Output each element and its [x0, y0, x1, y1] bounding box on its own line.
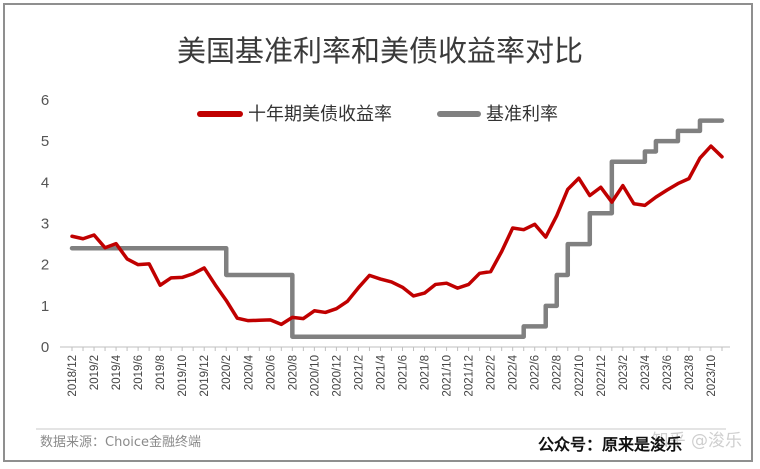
x-axis: 2018/12 2019/2 2019/4 2019/6 2019/8 2019/10 20…	[67, 347, 723, 397]
x-tick-label: 2023/8	[684, 355, 696, 390]
x-tick-label: 2021/12	[464, 355, 476, 397]
x-tick-label: 2020/4	[243, 354, 255, 390]
y-tick-label: 3	[41, 216, 49, 233]
x-tick-label: 2023/2	[618, 355, 630, 390]
x-tick-label: 2021/2	[353, 355, 365, 390]
x-tick-label: 2020/8	[287, 355, 299, 390]
y-tick-label: 0	[41, 339, 49, 356]
y-tick-label: 2	[41, 257, 49, 274]
wechat-account-label: 公众号：原来是浚乐	[538, 435, 682, 454]
legend-label-treasury-yield: 十年期美债收益率	[248, 104, 392, 125]
x-tick-label: 2022/2	[486, 355, 498, 390]
x-tick-label: 2019/4	[111, 354, 123, 390]
y-tick-label: 1	[41, 298, 49, 315]
y-axis: 0 1 2 3 4 5 6	[41, 92, 49, 356]
chart-frame	[3, 3, 753, 462]
x-tick-label: 2019/2	[89, 355, 101, 390]
x-tick-label: 2021/6	[398, 355, 410, 390]
x-tick-label: 2019/10	[177, 355, 189, 397]
y-tick-label: 4	[41, 174, 49, 191]
x-tick-label: 2020/6	[265, 355, 277, 390]
x-tick-label: 2018/12	[67, 355, 79, 397]
x-tick-label: 2020/10	[309, 355, 321, 397]
x-tick-label: 2020/2	[221, 355, 233, 390]
x-tick-label: 2022/4	[508, 354, 520, 390]
x-tick-label: 2021/4	[375, 354, 387, 390]
series-line-treasury-yield	[70, 144, 724, 327]
legend: 十年期美债收益率 基准利率	[197, 104, 558, 125]
y-tick-label: 6	[41, 92, 49, 109]
x-tick-label: 2023/6	[662, 355, 674, 390]
x-tick-label: 2022/10	[574, 355, 586, 397]
y-tick-label: 5	[41, 133, 49, 150]
x-tick-label: 2022/12	[596, 355, 608, 397]
x-tick-label: 2022/8	[552, 355, 564, 390]
x-tick-label: 2021/8	[420, 355, 432, 390]
x-tick-label: 2023/10	[706, 355, 718, 397]
x-tick-label: 2020/12	[331, 355, 343, 397]
x-tick-label: 2019/8	[155, 355, 167, 390]
legend-label-policy-rate: 基准利率	[486, 104, 558, 125]
x-tick-label: 2021/10	[442, 355, 454, 397]
x-tick-label: 2019/6	[133, 355, 145, 390]
series-line-policy-rate	[69, 118, 725, 339]
series-layer	[69, 118, 725, 339]
source-note: 数据来源：Choice金融终端	[40, 434, 201, 450]
x-tick-label: 2019/12	[199, 355, 211, 397]
chart-title: 美国基准利率和美债收益率对比	[177, 34, 583, 68]
watermark: 知乎 @浚乐	[652, 431, 742, 451]
x-tick-label: 2022/6	[530, 355, 542, 390]
x-tick-label: 2023/4	[640, 354, 652, 390]
